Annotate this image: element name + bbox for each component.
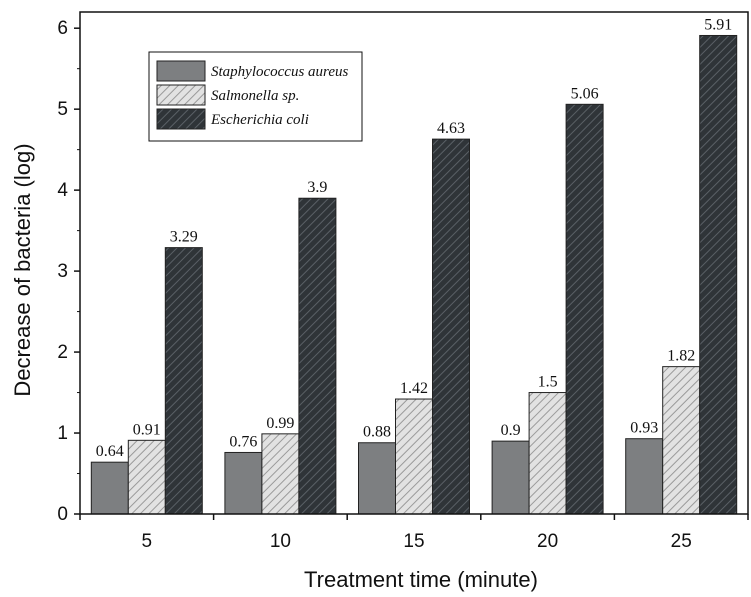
y-tick-label: 5 bbox=[57, 99, 68, 120]
x-axis: 5 10 15 20 25 bbox=[79, 514, 749, 552]
bar-3-5 bbox=[164, 247, 203, 515]
bar-1-10 bbox=[224, 451, 263, 515]
bar-1-25 bbox=[625, 438, 664, 515]
y-axis-title: Decrease of bacteria (log) bbox=[10, 143, 35, 396]
bar-2-10 bbox=[261, 433, 300, 515]
value-label-1-25: 0.93 bbox=[630, 420, 658, 437]
value-labels-layer: 0.64 0.91 3.29 0.76 0.99 3.9 0.88 1.42 4.63 0.9 1.… bbox=[96, 16, 732, 460]
x-tick-label: 25 bbox=[671, 531, 692, 552]
bar-2-25 bbox=[662, 366, 701, 515]
bar-1-5 bbox=[90, 461, 129, 515]
legend-swatch-2 bbox=[156, 84, 206, 106]
bar-1-20 bbox=[491, 440, 530, 515]
x-axis-title: Treatment time (minute) bbox=[304, 567, 538, 592]
bar-2-20 bbox=[528, 392, 567, 515]
legend-label-1: Staphylococcus aureus bbox=[211, 64, 348, 80]
value-label-2-25: 1.82 bbox=[667, 348, 695, 365]
value-label-3-20: 5.06 bbox=[571, 85, 599, 102]
plot-frame bbox=[79, 11, 749, 515]
value-label-3-15: 4.63 bbox=[437, 120, 465, 137]
value-label-1-15: 0.88 bbox=[363, 424, 391, 441]
value-label-2-10: 0.99 bbox=[266, 415, 294, 432]
legend-label-3: Escherichia coli bbox=[210, 112, 309, 128]
value-label-1-10: 0.76 bbox=[229, 433, 257, 450]
bar-2-15 bbox=[395, 398, 433, 515]
bar-3-20 bbox=[565, 103, 604, 515]
value-label-2-15: 1.42 bbox=[400, 380, 428, 397]
bar-3-10 bbox=[298, 197, 337, 515]
y-tick-label: 3 bbox=[57, 261, 68, 282]
value-label-1-20: 0.9 bbox=[501, 422, 521, 439]
bar-3-25 bbox=[699, 34, 738, 515]
legend-swatch-3 bbox=[156, 108, 206, 130]
x-tick-label: 15 bbox=[403, 531, 424, 552]
x-tick-label: 5 bbox=[142, 531, 153, 552]
y-tick-label: 1 bbox=[57, 423, 68, 444]
x-tick-label: 20 bbox=[537, 531, 558, 552]
bars-layer bbox=[90, 34, 738, 515]
value-label-3-5: 3.29 bbox=[170, 229, 198, 246]
y-tick-label: 0 bbox=[57, 504, 68, 525]
value-label-2-5: 0.91 bbox=[133, 421, 161, 438]
y-tick-label: 2 bbox=[57, 342, 68, 363]
value-label-3-10: 3.9 bbox=[307, 179, 327, 196]
y-tick-label: 4 bbox=[57, 180, 68, 201]
bar-3-15 bbox=[432, 138, 470, 515]
bar-1-15 bbox=[358, 442, 396, 515]
value-label-1-5: 0.64 bbox=[96, 443, 124, 460]
y-tick-label: 6 bbox=[57, 18, 68, 39]
legend-swatch-1 bbox=[156, 60, 206, 82]
legend: Staphylococcus aureus Salmonella sp. Esche… bbox=[148, 51, 363, 142]
bar-2-5 bbox=[127, 439, 166, 515]
y-axis: 0 1 2 3 4 5 6 bbox=[57, 18, 80, 525]
x-tick-label: 10 bbox=[270, 531, 291, 552]
legend-label-2: Salmonella sp. bbox=[211, 88, 299, 104]
value-label-3-25: 5.91 bbox=[704, 16, 732, 33]
value-label-2-20: 1.5 bbox=[538, 374, 558, 391]
